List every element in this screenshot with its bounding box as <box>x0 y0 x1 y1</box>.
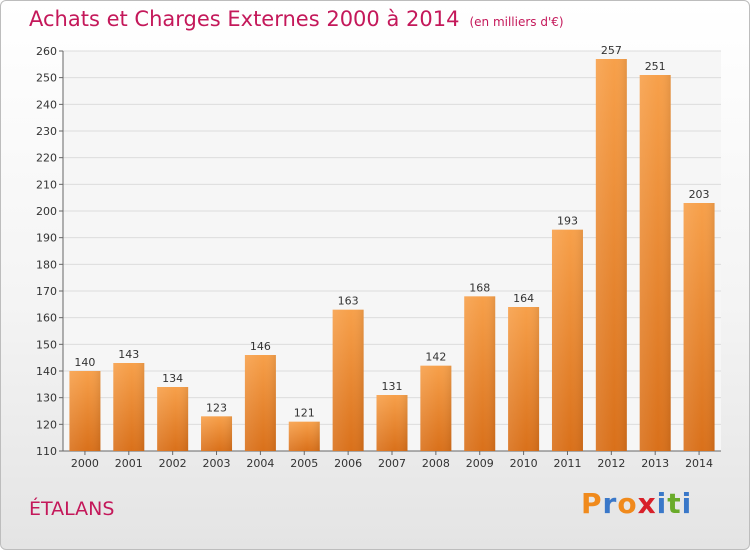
data-label: 251 <box>645 60 666 73</box>
data-label: 164 <box>513 292 534 305</box>
data-label: 123 <box>206 401 227 414</box>
logo-letter: i <box>656 487 668 520</box>
bar-shade-2003 <box>201 416 233 451</box>
x-tick-label: 2002 <box>159 457 187 470</box>
y-tick-label: 250 <box>36 72 57 85</box>
y-tick-label: 230 <box>36 125 57 138</box>
bar-shade-2004 <box>244 355 276 451</box>
x-tick-label: 2006 <box>334 457 362 470</box>
y-tick-label: 180 <box>36 258 57 271</box>
x-tick-label: 2010 <box>510 457 538 470</box>
bar-shade-2012 <box>595 59 627 451</box>
y-tick-label: 220 <box>36 152 57 165</box>
bar-shade-2011 <box>551 229 583 451</box>
x-tick-label: 2005 <box>290 457 318 470</box>
data-label: 257 <box>601 44 622 57</box>
bar-layer <box>69 59 715 451</box>
bar-shade-2008 <box>420 365 452 451</box>
data-label: 134 <box>162 372 183 385</box>
data-label: 203 <box>689 188 710 201</box>
x-tick-label: 2009 <box>466 457 494 470</box>
x-tick-label: 2014 <box>685 457 713 470</box>
data-label: 143 <box>118 348 139 361</box>
data-label: 146 <box>250 340 271 353</box>
bar-shade-2014 <box>683 203 715 451</box>
chart-subtitle: (en milliers d'€) <box>469 15 564 29</box>
data-label: 163 <box>338 295 359 308</box>
bar-shade-2013 <box>639 75 671 451</box>
y-tick-label: 240 <box>36 98 57 111</box>
commune-name: ÉTALANS <box>29 498 115 520</box>
x-tick-label: 2011 <box>553 457 581 470</box>
x-tick-label: 2007 <box>378 457 406 470</box>
x-tick-label: 2004 <box>246 457 274 470</box>
y-tick-label: 200 <box>36 205 57 218</box>
logo-letter: x <box>637 487 657 520</box>
y-tick-label: 140 <box>36 365 57 378</box>
logo-letter: i <box>681 487 693 520</box>
bar-shade-2005 <box>288 421 320 451</box>
y-tick-label: 260 <box>36 45 57 58</box>
bar-shade-2010 <box>508 307 540 451</box>
y-tick-label: 190 <box>36 232 57 245</box>
x-tick-label: 2013 <box>641 457 669 470</box>
y-tick-label: 110 <box>36 445 57 458</box>
logo-letter: P <box>581 487 603 520</box>
bar-shade-2000 <box>69 371 101 451</box>
chart-title: Achats et Charges Externes 2000 à 2014 (e… <box>29 7 564 31</box>
logo-letter: o <box>617 487 638 520</box>
data-label: 168 <box>469 281 490 294</box>
y-tick-label: 160 <box>36 312 57 325</box>
bar-shade-2007 <box>376 395 408 451</box>
x-tick-label: 2012 <box>597 457 625 470</box>
y-tick-label: 120 <box>36 418 57 431</box>
data-label: 131 <box>382 380 403 393</box>
x-tick-label: 2000 <box>71 457 99 470</box>
data-label: 142 <box>425 351 446 364</box>
data-label: 121 <box>294 407 315 420</box>
bar-shade-2009 <box>464 296 496 451</box>
bar-shade-2002 <box>157 387 189 451</box>
y-tick-label: 130 <box>36 392 57 405</box>
x-tick-label: 2001 <box>115 457 143 470</box>
y-tick-label: 210 <box>36 178 57 191</box>
x-tick-label: 2008 <box>422 457 450 470</box>
logo-letter: r <box>602 487 618 520</box>
logo-letter: t <box>667 487 682 520</box>
proxiti-logo[interactable]: Proxiti <box>581 487 692 527</box>
data-label: 193 <box>557 215 578 228</box>
x-tick-label: 2003 <box>203 457 231 470</box>
y-tick-label: 170 <box>36 285 57 298</box>
y-tick-label: 150 <box>36 338 57 351</box>
bar-shade-2006 <box>332 309 364 451</box>
bar-shade-2001 <box>113 363 145 451</box>
data-label: 140 <box>74 356 95 369</box>
label-layer: 110 120 130 140 150 160 170 180 190 200 210 220 230 2… <box>36 44 713 470</box>
